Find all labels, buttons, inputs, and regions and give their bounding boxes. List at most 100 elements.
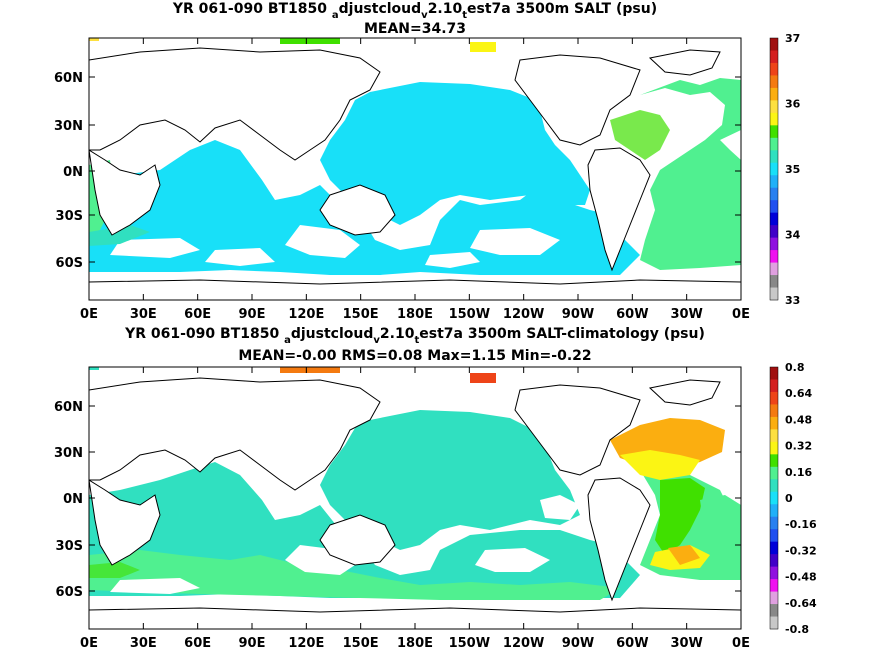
x-tick-label: 120E	[288, 636, 324, 651]
colorbar-swatch	[770, 404, 778, 418]
colorbar-swatch	[770, 237, 778, 251]
x-tick-label: 90E	[239, 636, 266, 651]
y-tick-label: 30S	[56, 209, 83, 224]
panel-title: YR 061-090 BT1850 adjustcloudv2.10test7a…	[172, 1, 657, 21]
colorbar-swatch	[770, 112, 778, 126]
colorbar-swatch	[770, 454, 778, 468]
colorbar-swatch	[770, 591, 778, 605]
colorbar-swatch	[770, 50, 778, 64]
colorbar-label: 34	[785, 229, 801, 242]
x-tick-label: 120W	[503, 636, 544, 651]
colorbar-swatch	[770, 416, 778, 430]
colorbar-swatch	[770, 529, 778, 543]
colorbar-swatch	[770, 466, 778, 480]
colorbar-swatch	[770, 187, 778, 201]
colorbar-label: 33	[785, 294, 800, 307]
x-tick-label: 150E	[343, 636, 379, 651]
panel-stats: MEAN=34.73	[364, 21, 466, 37]
panel-title: YR 061-090 BT1850 adjustcloudv2.10test7a…	[124, 326, 705, 346]
x-tick-label: 90E	[239, 307, 266, 322]
colorbar-frame	[769, 37, 779, 301]
y-tick-label: 60S	[56, 256, 83, 271]
colorbar-swatch	[770, 379, 778, 393]
colorbar-label: -0.8	[785, 623, 809, 636]
x-tick-label: 90W	[562, 636, 594, 651]
colorbar-swatch	[770, 212, 778, 226]
y-tick-label: 30N	[54, 119, 83, 134]
colorbar-label: 36	[785, 98, 801, 111]
colorbar-swatch	[770, 87, 778, 101]
colorbar-swatch	[770, 162, 778, 176]
colorbar-label: 0.48	[785, 413, 812, 426]
map-field	[89, 38, 741, 300]
y-axis: 60N 30N 0N 30S 60S	[54, 71, 741, 271]
colorbar-swatch	[770, 100, 778, 114]
colorbar-label: 0	[785, 492, 793, 505]
colorbar-swatch	[770, 516, 778, 530]
x-tick-label: 60W	[616, 307, 648, 322]
map-panel-salinity: YR 061-090 BT1850 adjustcloudv2.10test7a…	[54, 1, 801, 322]
panel-stats: MEAN=-0.00 RMS=0.08 Max=1.15 Min=-0.22	[238, 348, 591, 364]
colorbar-label: 0.64	[785, 387, 812, 400]
y-tick-label: 0N	[63, 492, 83, 507]
colorbar-label: 35	[785, 163, 800, 176]
colorbar-swatch	[770, 604, 778, 618]
x-tick-label: 30W	[670, 307, 702, 322]
colorbar-swatch	[770, 479, 778, 493]
x-tick-label: 120E	[288, 307, 324, 322]
colorbar-swatch	[770, 367, 778, 380]
x-tick-label: 120W	[503, 307, 544, 322]
x-tick-label: 180E	[397, 636, 433, 651]
colorbar-swatch	[770, 200, 778, 214]
colorbar-swatch	[770, 504, 778, 518]
colorbar-swatch	[770, 262, 778, 276]
y-axis: 60N 30N 0N 30S 60S	[54, 400, 741, 600]
x-tick-label: 0E	[80, 307, 98, 322]
y-tick-label: 60N	[54, 71, 83, 86]
colorbar-swatch	[770, 275, 778, 289]
colorbar: 0.8 0.64 0.48 0.32 0.16 0 -0.16 -0.32 -0.48 -0.64…	[769, 361, 817, 636]
map-field	[89, 367, 741, 629]
colorbar-swatch	[770, 391, 778, 405]
colorbar-frame	[769, 366, 779, 630]
colorbar-swatch	[770, 175, 778, 189]
x-tick-label: 0E	[80, 636, 98, 651]
colorbar-swatch	[770, 541, 778, 555]
colorbar-swatch	[770, 250, 778, 264]
x-tick-label: 30E	[130, 636, 157, 651]
x-tick-label: 30E	[130, 307, 157, 322]
colorbar-label: -0.32	[785, 544, 817, 557]
colorbar-swatch	[770, 554, 778, 568]
colorbar-swatch	[770, 225, 778, 239]
x-tick-label: 60E	[184, 636, 211, 651]
y-tick-label: 30S	[56, 539, 83, 554]
y-tick-label: 0N	[63, 165, 83, 180]
colorbar-swatch	[770, 566, 778, 580]
x-axis: 0E 30E 60E 90E 120E 150E 180E 150W 120W 90W 60W 30W…	[80, 367, 750, 651]
colorbar-swatch	[770, 75, 778, 89]
colorbar-label: 0.32	[785, 440, 812, 453]
x-tick-label: 60E	[184, 307, 211, 322]
x-axis: 0E 30E 60E 90E 120E 150E 180E 150W 120W 90W 60W 30W…	[80, 38, 750, 322]
x-tick-label: 150W	[449, 307, 490, 322]
colorbar: 37 36 35 34 33	[769, 32, 801, 307]
x-tick-label: 30W	[670, 636, 702, 651]
y-tick-label: 60N	[54, 400, 83, 415]
x-tick-label: 150W	[449, 636, 490, 651]
colorbar-swatch	[770, 137, 778, 151]
x-tick-label: 60W	[616, 636, 648, 651]
x-tick-label: 180E	[397, 307, 433, 322]
colorbar-swatch	[770, 491, 778, 505]
colorbar-label: -0.48	[785, 571, 817, 584]
colorbar-label: 0.16	[785, 466, 812, 479]
colorbar-swatch	[770, 441, 778, 455]
colorbar-swatch	[770, 38, 778, 51]
x-tick-label: 0E	[732, 307, 750, 322]
colorbar-swatch	[770, 62, 778, 76]
colorbar-label: -0.16	[785, 518, 817, 531]
colorbar-label: 37	[785, 32, 800, 45]
colorbar-swatch	[770, 579, 778, 593]
x-tick-label: 150E	[343, 307, 379, 322]
colorbar-swatch	[770, 287, 778, 301]
